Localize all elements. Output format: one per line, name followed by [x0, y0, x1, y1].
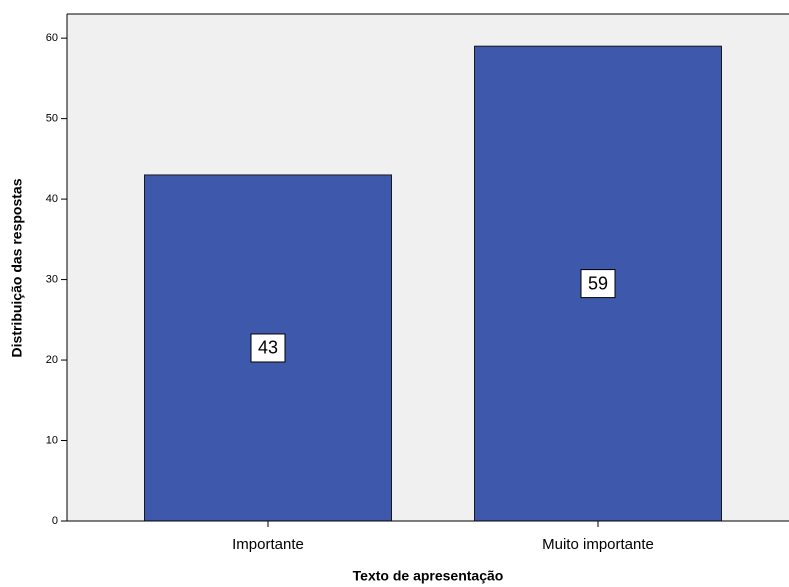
x-tick-label: Importante [232, 536, 304, 553]
data-label: 59 [588, 273, 608, 293]
y-tick-label: 10 [46, 434, 58, 446]
data-label: 43 [258, 338, 278, 358]
y-tick-label: 30 [46, 273, 58, 285]
y-tick-label: 40 [46, 193, 58, 205]
y-tick-label: 20 [46, 354, 58, 366]
data-label-box [250, 333, 286, 363]
data-label-box [580, 269, 616, 299]
x-axis-title: Texto de apresentação [353, 568, 504, 584]
y-axis-title: Distribuição das respostas [9, 178, 25, 357]
y-tick-label: 60 [46, 32, 58, 44]
y-tick-label: 0 [52, 515, 58, 527]
x-tick-label: Muito importante [542, 536, 654, 553]
y-tick-label: 50 [46, 113, 58, 125]
